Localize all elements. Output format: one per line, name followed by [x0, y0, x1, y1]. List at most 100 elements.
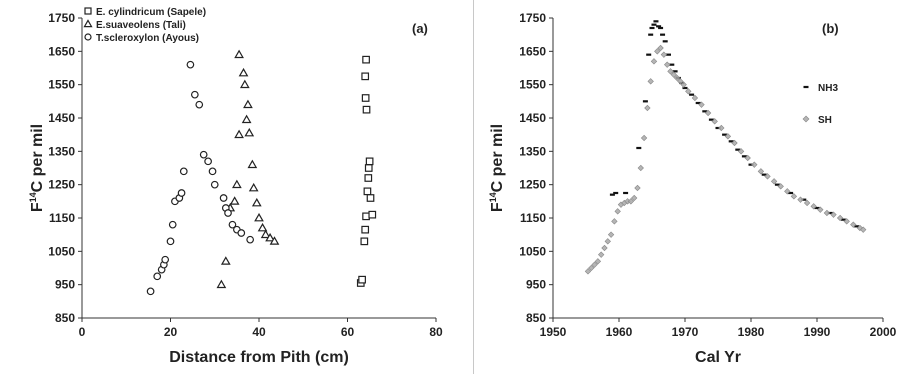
data-point — [637, 164, 644, 172]
x-tick-label: 1950 — [540, 325, 567, 339]
data-point — [672, 70, 678, 73]
data-points — [146, 49, 377, 296]
data-point — [601, 244, 608, 252]
panel-a: 850 950 1050 1150 1250 1350 1450 1550 1650 1750 0 2… — [28, 7, 443, 366]
y-axis-title: F14C per mil — [488, 124, 506, 212]
data-point — [708, 118, 714, 121]
data-point — [642, 100, 648, 103]
x-tick-label: 2000 — [870, 325, 897, 339]
data-point — [646, 53, 652, 56]
data-point — [741, 155, 747, 158]
data-point — [362, 105, 371, 114]
data-point — [636, 146, 642, 150]
x-tick-label: 20 — [164, 325, 178, 339]
data-point — [247, 159, 258, 169]
data-point — [667, 68, 674, 75]
data-point — [735, 148, 741, 151]
y-tick-label: 1550 — [519, 78, 546, 92]
data-point — [237, 229, 246, 237]
data-point — [677, 78, 684, 85]
data-point — [689, 93, 695, 96]
legend-marker — [84, 7, 92, 15]
data-point — [724, 133, 732, 140]
data-point — [718, 124, 725, 132]
data-point — [669, 63, 675, 66]
data-point — [777, 183, 784, 190]
data-point — [594, 258, 602, 265]
data-point — [691, 94, 699, 102]
data-point — [664, 61, 671, 68]
x-tick-label: 40 — [252, 325, 266, 339]
data-point — [662, 40, 668, 43]
data-point — [860, 226, 867, 233]
y-tick-label: 1250 — [519, 178, 546, 192]
data-point — [361, 225, 370, 234]
legend-marker — [83, 19, 93, 28]
y-tick-label: 1050 — [519, 244, 546, 258]
y-tick-label: 1150 — [520, 211, 546, 225]
data-point — [644, 104, 651, 112]
x-axis-title: Distance from Pith (cm) — [169, 349, 349, 366]
y-tick-label: 850 — [526, 311, 546, 325]
data-point — [168, 220, 177, 229]
y-tick-label: 1550 — [48, 78, 75, 92]
data-point — [623, 191, 629, 195]
data-point — [797, 196, 804, 203]
data-point — [651, 23, 657, 26]
y-tick-label: 1650 — [519, 44, 546, 58]
y-axis-title-prefix: F — [489, 202, 506, 212]
y-tick-label: 1650 — [48, 44, 75, 58]
data-point — [241, 114, 252, 124]
data-point — [254, 212, 264, 222]
data-point — [358, 275, 366, 284]
y-tick-label: 950 — [55, 278, 75, 292]
y-axis-title-superscript: 14 — [488, 192, 498, 202]
data-point — [611, 218, 618, 225]
data-point — [647, 78, 654, 85]
data-point — [649, 26, 655, 30]
y-tick-label: 1750 — [48, 11, 75, 25]
data-point — [830, 211, 837, 218]
data-point — [850, 221, 857, 228]
x-tick-label: 60 — [341, 325, 355, 339]
data-points — [584, 20, 867, 275]
data-point — [648, 33, 654, 36]
legend: NH3 SH — [802, 83, 838, 126]
data-point — [364, 164, 373, 172]
legend-label: E.suaveolens (Tali) — [96, 20, 186, 31]
data-point — [788, 191, 794, 195]
y-axis-title-suffix: C per mil — [29, 124, 46, 192]
y-tick-label: 1350 — [519, 144, 546, 158]
legend-marker — [803, 85, 809, 89]
data-point — [827, 211, 833, 215]
legend-label: E. cylindricum (Sapele) — [96, 7, 206, 18]
data-point — [613, 191, 619, 195]
data-point — [161, 255, 170, 264]
data-point — [840, 218, 846, 221]
legend-label: T.scleroxylon (Ayous) — [96, 33, 199, 44]
data-point — [814, 206, 820, 210]
legend-label: NH3 — [818, 83, 838, 94]
data-point — [208, 167, 217, 176]
series-0 — [609, 20, 860, 228]
data-point — [199, 150, 208, 159]
data-point — [204, 157, 212, 166]
panel-label: (a) — [412, 21, 428, 36]
data-point — [803, 199, 811, 207]
data-point — [365, 157, 374, 166]
data-point — [228, 220, 237, 229]
y-tick-label: 850 — [55, 311, 75, 325]
data-point — [257, 222, 268, 232]
data-point — [248, 182, 259, 192]
data-point — [715, 126, 721, 130]
data-point — [640, 134, 648, 142]
data-point — [654, 48, 661, 55]
data-point — [244, 127, 255, 137]
data-point — [770, 178, 778, 185]
x-tick-label: 80 — [429, 325, 443, 339]
panel-b: 850 950 1050 1150 1250 1350 1450 1550 1650 1750 19… — [488, 11, 897, 366]
data-point — [219, 194, 228, 202]
data-point — [680, 81, 687, 88]
